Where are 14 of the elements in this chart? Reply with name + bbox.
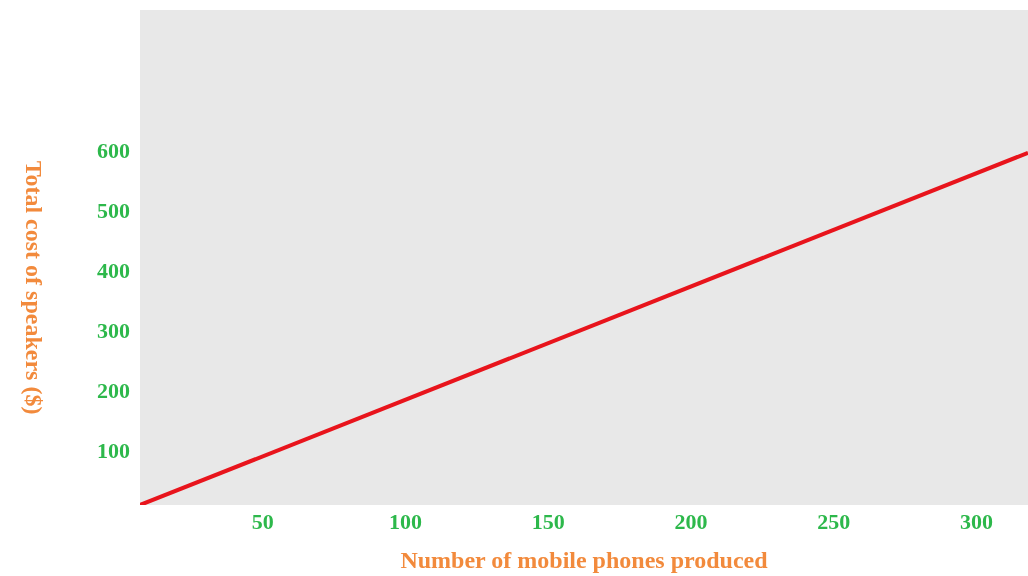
y-tick-label: 300	[97, 317, 130, 343]
x-tick-label: 200	[674, 509, 708, 534]
y-tick-label: 600	[97, 137, 130, 163]
x-tick-label: 50	[251, 509, 274, 534]
x-axis-title: Number of mobile phones produced	[400, 547, 769, 573]
x-tick-label: 300	[960, 509, 994, 534]
x-tick-label: 100	[389, 509, 423, 534]
y-tick-label: 200	[97, 377, 130, 403]
y-tick-label: 400	[97, 257, 130, 283]
y-axis-title: Total cost of speakers ($)	[21, 160, 47, 415]
y-tick-label: 500	[97, 197, 130, 223]
x-tick-label: 250	[817, 509, 851, 534]
x-tick-label: 150	[531, 509, 565, 534]
y-tick-label: 100	[97, 437, 130, 463]
